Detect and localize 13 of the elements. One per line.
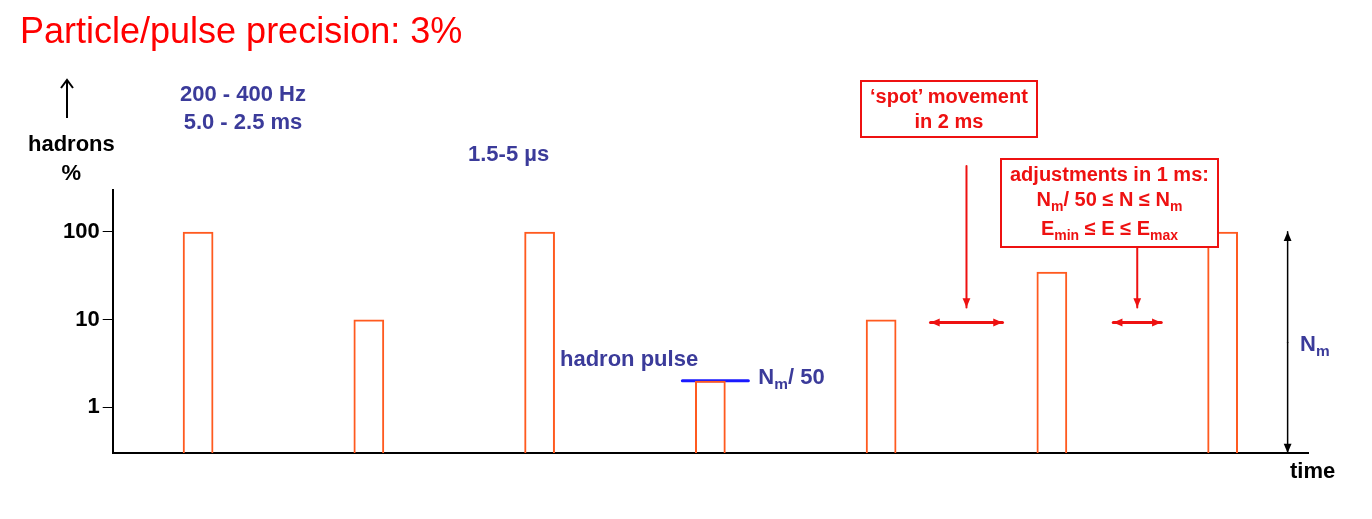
annotation: N$_{m}$ xyxy=(1300,330,1330,361)
annotation: hadron pulse xyxy=(560,345,699,373)
y-tick-label: 10 xyxy=(75,305,100,331)
y-tick-label: 1 xyxy=(87,393,100,419)
text: 1.5-5 µs xyxy=(468,140,550,168)
text: 200 - 400 Hz 5.0 - 2.5 ms xyxy=(180,80,306,135)
ref-line-label: N$_{m}$/ 50 xyxy=(758,362,825,394)
y-tick-label: 100 xyxy=(62,217,100,243)
text: adjustments in 1 ms: N$_{m}$/ 50 ≤ N ≤ N$_{m}$ E$_{min}$ ≤ E ≤ E$_{max}$ xyxy=(1010,163,1209,243)
y-axis-title: hadrons % xyxy=(28,130,115,187)
x-axis-title: time xyxy=(1290,458,1336,484)
chart-title: Particle/pulse precision: 3% xyxy=(20,10,463,52)
text: ‘spot’ movement in 2 ms xyxy=(860,80,1038,138)
